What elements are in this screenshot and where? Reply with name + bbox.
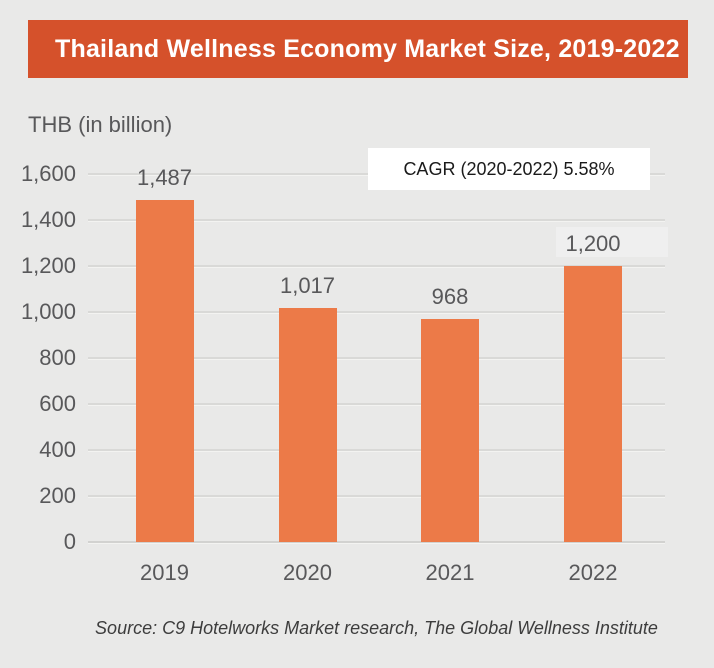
plot-area: 0 200 400 600 800 1,000 1,200 1,400 1,600 1,487 20… xyxy=(21,162,665,585)
cagr-annotation-text: CAGR (2020-2022) 5.58% xyxy=(403,158,615,179)
gridline xyxy=(88,357,665,360)
y-axis-tick-label: 800 xyxy=(39,345,76,370)
y-axis-tick-label: 1,000 xyxy=(20,299,76,324)
bar-2020 xyxy=(278,308,337,542)
y-axis-tick-label: 600 xyxy=(39,391,76,416)
bar-2021 xyxy=(421,319,479,542)
gridline xyxy=(88,449,665,452)
cagr-annotation: CAGR (2020-2022) 5.58% xyxy=(368,148,650,190)
source-note: Source: C9 Hotelworks Market research, T… xyxy=(95,618,658,638)
bar-value-label: 968 xyxy=(431,284,469,310)
y-axis-tick-label: 1,600 xyxy=(20,161,76,186)
bar-2019 xyxy=(135,200,194,542)
x-axis-line xyxy=(88,541,665,544)
x-axis-label-2021: 2021 xyxy=(425,560,475,585)
y-axis-tick-label: 0 xyxy=(63,529,76,554)
gridline xyxy=(88,311,665,314)
chart-title: Thailand Wellness Economy Market Size, 2… xyxy=(55,34,680,63)
gridline xyxy=(88,219,665,222)
x-axis-label-2020: 2020 xyxy=(283,560,332,585)
title-bar: Thailand Wellness Economy Market Size, 2… xyxy=(28,20,688,78)
gridline xyxy=(88,495,665,498)
bar-2022 xyxy=(564,266,622,542)
gridline xyxy=(88,403,665,406)
bar-value-label: 1,200 xyxy=(565,231,621,256)
x-axis-label-2019: 2019 xyxy=(140,560,189,585)
y-axis-tick-label: 1,200 xyxy=(20,253,76,278)
y-axis-tick-label: 200 xyxy=(39,483,76,508)
x-axis-label-2022: 2022 xyxy=(568,560,618,585)
y-axis-tick-label: 400 xyxy=(39,437,76,462)
value-label-highlight xyxy=(556,227,668,257)
y-axis-title: THB (in billion) xyxy=(28,112,173,137)
bar-value-label: 1,017 xyxy=(279,273,336,299)
gridline xyxy=(88,265,665,268)
bar-value-label: 1,487 xyxy=(136,165,193,190)
y-axis-tick-label: 1,400 xyxy=(20,207,76,232)
